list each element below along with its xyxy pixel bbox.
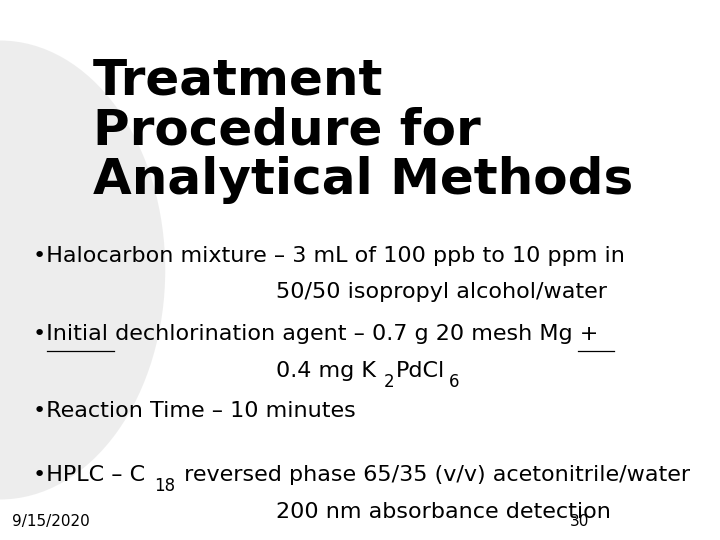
Text: 18: 18 <box>154 477 175 495</box>
Text: 50/50 isopropyl alcohol/water: 50/50 isopropyl alcohol/water <box>276 282 608 302</box>
Text: 200 nm absorbance detection: 200 nm absorbance detection <box>276 502 611 522</box>
Text: Procedure for: Procedure for <box>93 106 481 154</box>
Text: 9/15/2020: 9/15/2020 <box>12 514 90 529</box>
Text: 0.4 mg K: 0.4 mg K <box>276 361 377 381</box>
Text: 30: 30 <box>570 514 589 529</box>
Text: •HPLC – C: •HPLC – C <box>33 465 145 485</box>
Text: •Initial dechlorination agent – 0.7 g 20 mesh: •Initial dechlorination agent – 0.7 g 20… <box>33 324 539 344</box>
Text: Analytical Methods: Analytical Methods <box>93 156 634 204</box>
Text: Initial: Initial <box>48 324 109 344</box>
Text: •Halocarbon mixture – 3 mL of 100 ppb to 10 ppm in: •Halocarbon mixture – 3 mL of 100 ppb to… <box>33 246 625 266</box>
Text: •Initial dechlorination agent – 0.7 g 20 mesh Mg +: •Initial dechlorination agent – 0.7 g 20… <box>33 324 598 344</box>
Ellipse shape <box>0 40 166 500</box>
Text: •Reaction Time – 10 minutes: •Reaction Time – 10 minutes <box>33 401 356 421</box>
Text: 6: 6 <box>449 373 459 390</box>
Text: reversed phase 65/35 (v/v) acetonitrile/water: reversed phase 65/35 (v/v) acetonitrile/… <box>176 465 690 485</box>
Text: PdCl: PdCl <box>395 361 445 381</box>
Text: Mg: Mg <box>578 324 611 344</box>
Text: •: • <box>33 324 46 344</box>
Text: 2: 2 <box>384 373 395 390</box>
Text: Treatment: Treatment <box>93 57 384 105</box>
